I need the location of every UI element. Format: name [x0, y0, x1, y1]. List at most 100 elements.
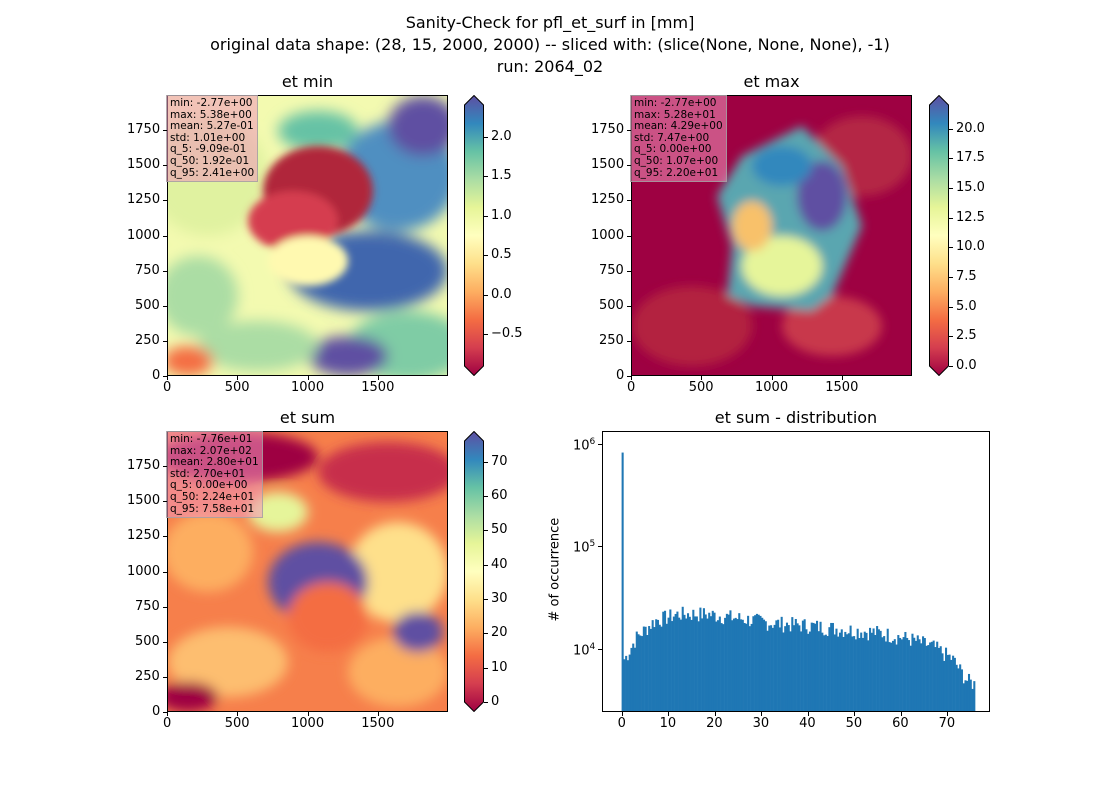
colorbar-tick-label: 60 [491, 487, 508, 503]
histogram-bar [674, 613, 677, 711]
y-tick-label: 250 [599, 332, 624, 348]
x-tick-label: 1500 [825, 380, 859, 395]
colorbar-tick-mark [949, 188, 953, 190]
y-tick-mark [627, 305, 631, 307]
histogram-bar [764, 621, 767, 711]
histogram-bar [821, 632, 824, 711]
colorbar-tick-label: 5.0 [956, 298, 977, 314]
histogram-bar [748, 626, 751, 711]
histogram-bar [754, 615, 757, 711]
y-tick-mark [627, 340, 631, 342]
x-tick-mark [237, 376, 239, 380]
histogram-bar [651, 620, 654, 711]
figure-title-line-2: original data shape: (28, 15, 2000, 2000… [210, 35, 890, 54]
histogram-bar [973, 681, 976, 711]
colorbar-tick-label: −0.5 [491, 326, 523, 342]
histogram-bar [817, 631, 820, 711]
y-tick-mark [627, 235, 631, 237]
colorbar-tick-mark [484, 564, 488, 566]
histogram-bar [909, 645, 912, 711]
histogram-bar [641, 636, 644, 711]
histogram-bar [667, 617, 670, 711]
histogram-bar [775, 620, 778, 711]
colorbar-tick-mark [484, 294, 488, 296]
histogram-bar [648, 626, 651, 711]
histogram-bar [835, 628, 838, 711]
histogram-bar [740, 619, 743, 711]
histogram-bar [718, 616, 721, 711]
stat-line: mean: 5.27e-01 [170, 120, 254, 133]
histogram-bar [736, 619, 739, 711]
y-tick-mark [163, 235, 167, 237]
histogram-et-sum [602, 431, 990, 712]
y-tick-label: 500 [135, 633, 160, 649]
x-tick-label: 0 [627, 380, 636, 395]
y-tick-label-exponent: 4 [589, 642, 596, 653]
x-tick-label: 1500 [361, 716, 395, 731]
colorbar-tick-mark [949, 336, 953, 338]
histogram-bar [770, 625, 773, 711]
histogram-bar [867, 640, 870, 711]
histogram-bar [807, 633, 810, 711]
histogram-bar [945, 647, 948, 711]
y-tick-label: 1500 [127, 493, 161, 509]
histogram-bar [969, 679, 972, 711]
colorbar-et-max [929, 95, 949, 376]
x-tick-mark [771, 376, 773, 380]
histogram-bar [750, 623, 753, 711]
histogram-bar [699, 607, 702, 711]
y-tick-label: 106 [573, 436, 596, 454]
histogram-bar [851, 636, 854, 711]
x-tick-mark [900, 712, 902, 716]
histogram-bar [625, 655, 628, 711]
colorbar-tick-mark [484, 176, 488, 178]
histogram-bar [623, 659, 626, 711]
colorbar-tick-mark [949, 277, 953, 279]
histogram-bar [828, 627, 831, 711]
histogram-bar [690, 619, 693, 711]
y-tick-mark [163, 376, 167, 377]
x-tick-label: 50 [845, 716, 863, 731]
stats-box-et-min: min: -2.77e+00 max: 5.38e+00 mean: 5.27e… [166, 95, 259, 183]
histogram-bar [888, 642, 891, 711]
colorbar-tick-label: 0.5 [491, 247, 512, 263]
histogram-bar [798, 625, 801, 711]
x-tick-mark [167, 376, 168, 380]
y-tick-label: 750 [135, 262, 160, 278]
histogram-bar [672, 616, 675, 711]
x-tick-mark [631, 376, 632, 380]
histogram-bar [784, 626, 787, 711]
y-tick-mark [163, 340, 167, 342]
y-tick-label: 1000 [127, 563, 161, 579]
histogram-bar [658, 624, 661, 711]
colorbar-tick-label: 10 [491, 659, 508, 675]
histogram-bar [846, 634, 849, 711]
histogram-bar [957, 668, 960, 711]
histogram-bar [934, 647, 937, 711]
colorbar-tick-mark [949, 306, 953, 308]
colorbar-tick-label: 70 [491, 453, 508, 469]
y-tick-mark [627, 200, 631, 202]
histogram-bar [884, 641, 887, 711]
stat-line: q_95: 2.20e+01 [634, 166, 719, 179]
histogram-bar [741, 619, 744, 711]
x-tick-mark [167, 712, 168, 716]
y-tick-mark [163, 712, 167, 713]
histogram-bar [952, 655, 955, 711]
y-tick-mark [598, 649, 602, 651]
histogram-bar [694, 616, 697, 711]
histogram-bar [791, 617, 794, 711]
x-tick-mark [761, 712, 763, 716]
stat-line: max: 5.28e+01 [634, 108, 716, 121]
histogram-bar [743, 623, 746, 711]
colorbar-tick-mark [949, 366, 953, 367]
histogram-bar [853, 636, 856, 711]
histogram-bar [907, 640, 910, 711]
colorbar-tick-mark [484, 495, 488, 497]
stat-line: min: -2.77e+00 [634, 97, 717, 109]
histogram-bar [633, 647, 637, 711]
histogram-bar [704, 614, 707, 711]
y-tick-label: 750 [599, 262, 624, 278]
y-tick-label: 0 [616, 368, 625, 383]
colorbar-gradient [929, 95, 949, 376]
